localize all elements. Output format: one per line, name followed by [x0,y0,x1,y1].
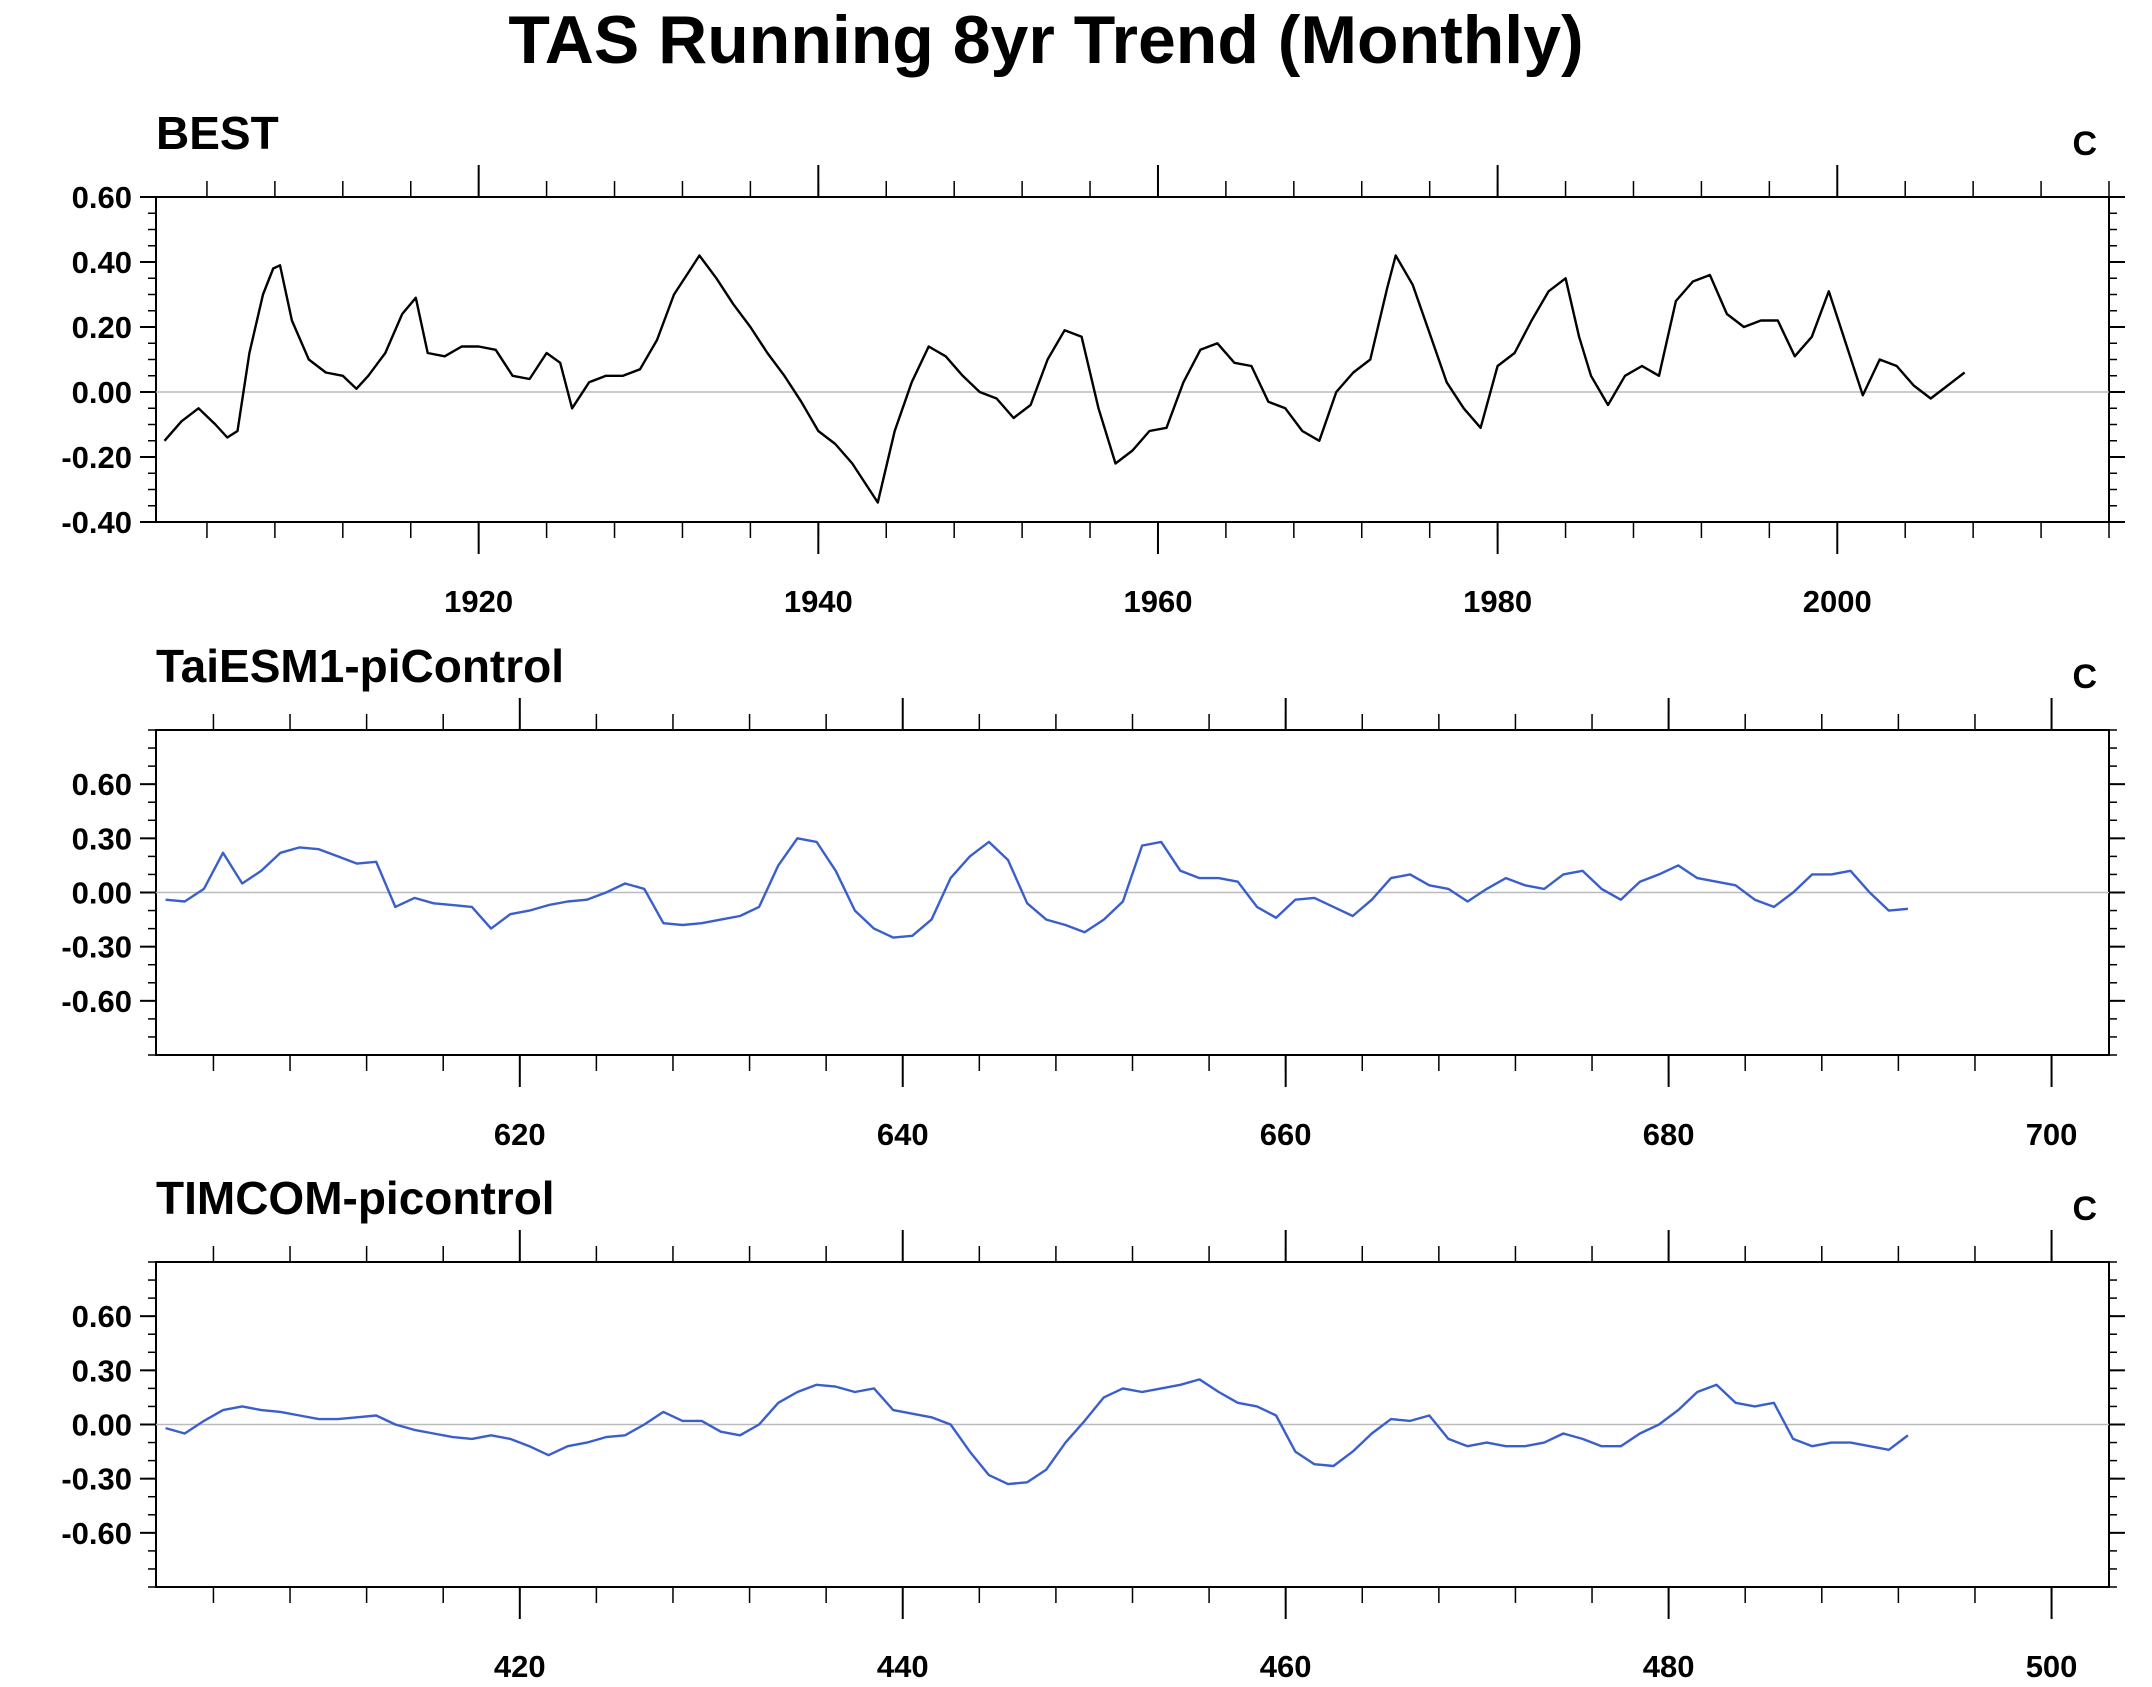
x-tick-label: 460 [1260,1649,1312,1684]
y-tick-label: -0.40 [61,505,132,540]
y-tick-label: 0.40 [72,245,132,280]
x-tick-label: 440 [877,1649,929,1684]
y-tick-label: 0.60 [72,180,132,215]
panel-title: TIMCOM-picontrol [156,1172,555,1224]
y-tick-label: -0.60 [61,1516,132,1551]
y-tick-label: 0.00 [72,1408,132,1443]
y-tick-label: 0.30 [72,821,132,856]
panel-title: TaiESM1-piControl [156,640,564,692]
x-tick-label: 500 [2026,1649,2078,1684]
panel-title: BEST [156,107,279,159]
panel-1: -0.40 -0.20 0.00 0.20 0.40 0.60 1920 1940 1960 19… [61,107,2125,619]
x-tick-label: 1920 [444,584,513,619]
y-tick-label: 0.60 [72,767,132,802]
x-tick-label: 1960 [1123,584,1192,619]
x-tick-label: 480 [1643,1649,1695,1684]
panel-2: -0.60 -0.30 0.00 0.30 0.60 620 640 660 680 700 Tai… [61,640,2125,1152]
y-tick-label: 0.00 [72,375,132,410]
y-tick-label: -0.20 [61,440,132,475]
y-tick-label: 0.30 [72,1353,132,1388]
series-line-1 [163,254,1966,504]
x-tick-label: 620 [494,1117,546,1152]
units-label: C [2072,1190,2097,1228]
panels: -0.40 -0.20 0.00 0.20 0.40 0.60 1920 1940 1960 19… [61,107,2125,1684]
y-tick-label: 0.20 [72,310,132,345]
x-tick-label: 680 [1643,1117,1695,1152]
series-line-1 [165,1378,1909,1486]
x-tick-label: 700 [2026,1117,2078,1152]
units-label: C [2072,658,2097,696]
x-tick-label: 1980 [1463,584,1532,619]
series-line-1 [165,837,1909,939]
x-tick-label: 2000 [1803,584,1872,619]
panel-3: -0.60 -0.30 0.00 0.30 0.60 420 440 460 480 500 TIM… [61,1172,2125,1684]
figure-title: TAS Running 8yr Trend (Monthly) [508,2,1583,78]
x-tick-label: 1940 [784,584,853,619]
y-tick-label: 0.60 [72,1299,132,1334]
y-tick-label: 0.00 [72,876,132,911]
x-tick-label: 660 [1260,1117,1312,1152]
y-tick-label: -0.30 [61,930,132,965]
x-tick-label: 640 [877,1117,929,1152]
y-tick-label: -0.60 [61,984,132,1019]
y-tick-label: -0.30 [61,1462,132,1497]
x-tick-label: 420 [494,1649,546,1684]
units-label: C [2072,125,2097,163]
